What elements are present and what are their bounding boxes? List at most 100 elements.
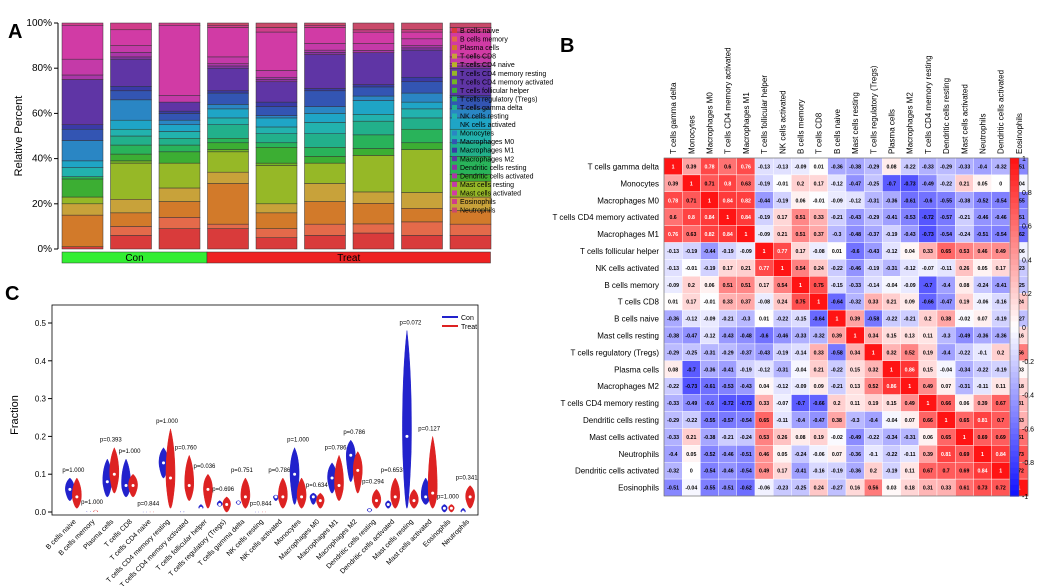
heatmap-cell-value: -0.57 (940, 215, 952, 221)
heatmap-cell-value: -0.32 (995, 164, 1007, 170)
bar-segment (158, 119, 201, 125)
bar-segment (304, 113, 346, 123)
bar-segment (61, 74, 104, 80)
heatmap-cell-value: 0.84 (741, 215, 751, 221)
median-point (349, 453, 353, 457)
heatmap-cell-value: -0.11 (940, 266, 952, 272)
row-label: Dendritic cells resting (583, 416, 659, 425)
heatmap-cell-value: -0.33 (958, 164, 970, 170)
row-label: B cells memory (604, 281, 659, 290)
bar-segment (158, 25, 201, 96)
heatmap-cell-value: 0.67 (923, 469, 933, 475)
heatmap-cell-value: 0.33 (723, 300, 733, 306)
legend-label: T cells CD4 naive (460, 62, 515, 69)
bar-segment (304, 49, 346, 53)
colorbar-tick-label: -1 (1022, 494, 1028, 501)
heatmap-cell-value: 0.39 (923, 452, 933, 458)
bar-segment (255, 162, 298, 166)
p-value-label: p=1.000 (156, 419, 179, 425)
legend-swatch (452, 36, 457, 42)
heatmap-cell-value: -0.01 (776, 181, 788, 187)
heatmap-cell-value: -0.14 (867, 283, 879, 289)
bar-segment (158, 101, 201, 112)
group-label: Con (125, 253, 143, 264)
bar-segment (255, 22, 298, 28)
bar-segment (158, 217, 201, 229)
p-value-label: p=0.696 (212, 487, 235, 493)
heatmap-cell-value: 0.07 (977, 317, 987, 323)
heatmap-cell-value: 0.37 (814, 232, 824, 238)
colorbar-segment (1010, 388, 1019, 396)
heatmap-cell-value: -0.32 (849, 300, 861, 306)
heatmap-cell-value: 0.01 (832, 249, 842, 255)
heatmap-cell-value: 0.84 (723, 198, 733, 204)
colorbar-segment (1010, 270, 1019, 277)
heatmap-cell-value: 0.76 (668, 232, 678, 238)
heatmap-cell-value: -0.31 (867, 198, 879, 204)
heatmap-cell-value: -0.04 (886, 283, 898, 289)
heatmap-cell-value: -0.41 (886, 215, 898, 221)
p-value-label: p=1.000 (119, 449, 142, 455)
heatmap-cell-value: -0.66 (922, 300, 934, 306)
heatmap-cell-value: 1 (835, 317, 838, 323)
heatmap-cell-value: -0.32 (813, 333, 825, 339)
heatmap-cell-value: 0.66 (923, 418, 933, 424)
y-tick-label: 0.4 (35, 357, 47, 366)
heatmap-cell-value: -0.21 (722, 435, 734, 441)
bar-segment (158, 187, 201, 202)
heatmap-cell-value: -0.41 (995, 283, 1007, 289)
y-tick-label: 0% (38, 244, 53, 255)
heatmap-cell-value: 0.01 (759, 317, 769, 323)
bar-segment (110, 56, 152, 60)
legend-label: Dendritic cells activated (460, 173, 534, 180)
heatmap-cell-value: 0.34 (850, 350, 860, 356)
colorbar-tick-label: -0.6 (1022, 426, 1034, 433)
bar-segment (110, 144, 152, 155)
colorbar-segment (1010, 338, 1019, 345)
legend-swatch (452, 45, 457, 51)
heatmap-cell-value: 0.21 (686, 435, 696, 441)
legend-label: B cells memory (460, 37, 508, 44)
median-point (169, 476, 172, 480)
bar-segment (110, 22, 152, 31)
colorbar-segment (1010, 259, 1019, 266)
heatmap-cell-value: 0.03 (886, 486, 896, 492)
y-tick-label: 100% (26, 18, 52, 29)
p-value-label: p=0.653 (381, 468, 404, 474)
row-label: T cells gamma delta (588, 162, 660, 171)
legend-label: Con (461, 315, 474, 322)
heatmap-cell-value: 1 (744, 232, 747, 238)
heatmap-cell-value: 0.08 (668, 367, 678, 373)
row-label: T cells follicular helper (580, 247, 659, 256)
colorbar-segment (1010, 203, 1019, 210)
column-label: B cells memory (797, 99, 806, 154)
colorbar-segment (1010, 450, 1019, 458)
heatmap-cell-value: 0.17 (795, 249, 805, 255)
heatmap-cell-value: -0.06 (813, 452, 825, 458)
heatmap-cell-value: -0.6 (923, 198, 932, 204)
legend-swatch (452, 87, 457, 93)
median-point (94, 510, 98, 514)
bar-segment (110, 86, 152, 92)
heatmap-cell-value: -0.22 (776, 317, 788, 323)
heatmap-cell-value: 0.67 (996, 401, 1006, 407)
colorbar-segment (1010, 400, 1019, 407)
bar-segment (207, 25, 249, 28)
median-point (180, 510, 184, 514)
heatmap-cell-value: 0.21 (814, 367, 824, 373)
heatmap-cell-value: -0.4 (942, 283, 951, 289)
heatmap-cell-value: -0.16 (995, 300, 1007, 306)
plot-frame (51, 304, 479, 516)
heatmap-cell-value: 0.08 (959, 283, 969, 289)
heatmap-cell-value: 0.11 (996, 384, 1006, 390)
heatmap-cell-value: -0.46 (722, 469, 734, 475)
bar-segment (401, 192, 443, 209)
bar-segment (401, 22, 443, 31)
heatmap-cell-value: -0.22 (958, 350, 970, 356)
bar-segment (61, 176, 104, 180)
heatmap-cell-value: 0.26 (959, 266, 969, 272)
bar-segment (401, 45, 443, 49)
legend-swatch (452, 156, 457, 162)
heatmap-cell-value: -0.46 (977, 215, 989, 221)
